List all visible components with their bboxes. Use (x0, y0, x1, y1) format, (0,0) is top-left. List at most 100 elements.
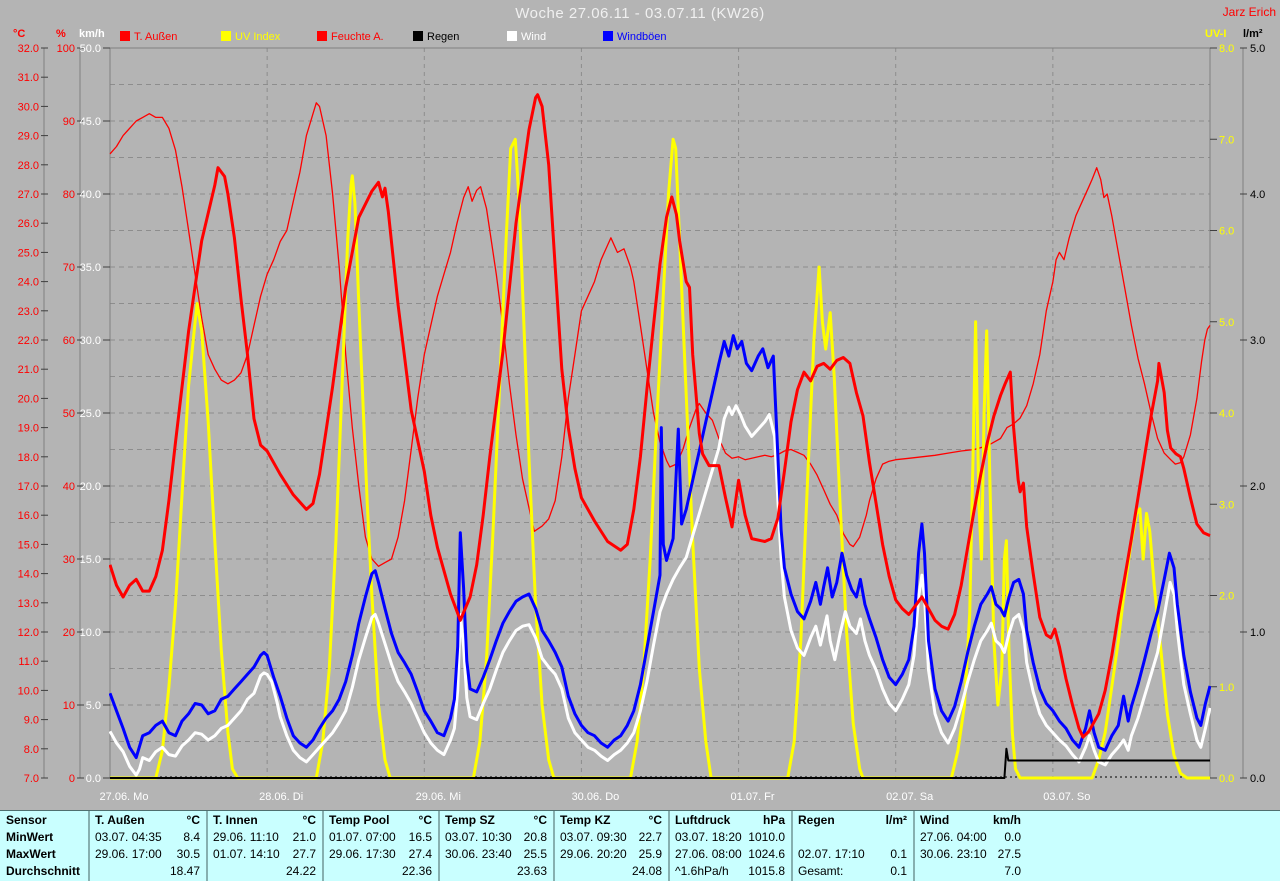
tick-label: 8.0 (24, 744, 39, 756)
tick-label: 9.0 (24, 715, 39, 727)
tick-label: 3.0 (1250, 335, 1265, 347)
legend-swatch (507, 31, 517, 41)
cell-date (324, 863, 402, 880)
cell-value: 20.8 (523, 830, 547, 844)
cell-date: 30.06. 23:40 (445, 847, 512, 861)
x-axis-day-label: 01.07. Fr (731, 791, 775, 803)
tick-label: 17.0 (18, 481, 39, 493)
legend-label: UV Index (235, 31, 281, 43)
tick-label: 0 (69, 773, 75, 785)
series-regen (110, 747, 1210, 779)
column-unit: °C (418, 813, 432, 827)
tick-label: 6.0 (1219, 226, 1234, 238)
tick-label: 21.0 (18, 364, 39, 376)
cell-value: 22.7 (638, 830, 662, 844)
cell-date: ^1.6hPa/h (675, 864, 729, 878)
legend-label: T. Außen (134, 31, 178, 43)
cell-date: 03.07. 04:35 (95, 830, 162, 844)
legend-item-wind: Wind (507, 31, 546, 43)
legend-label: Windböen (617, 31, 667, 43)
tick-label: 10 (63, 700, 75, 712)
cell-value: 24.22 (285, 864, 316, 878)
tick-label: 29.0 (18, 131, 39, 143)
tick-label: 1.0 (1250, 627, 1265, 639)
tick-label: 15.0 (18, 539, 39, 551)
cell-value: 24.08 (631, 864, 662, 878)
cell-date: 30.06. 23:10 (920, 847, 987, 861)
tick-label: 15.0 (80, 554, 101, 566)
tick-label: 22.0 (18, 335, 39, 347)
weekly-weather-chart: 32.0 31.0 30.0 29.0 28.0 27.0 26.0 25.0 24.0 23.0… (18, 43, 1266, 803)
series-wind (109, 404, 1211, 777)
tick-label: 4.0 (1250, 189, 1265, 201)
series-uv-index (110, 137, 1210, 780)
tick-label: 1.0 (1219, 682, 1234, 694)
weather-chart-area: 32.0 31.0 30.0 29.0 28.0 27.0 26.0 25.0 24.0 23.0… (18, 43, 1266, 803)
cell-value: 18.47 (169, 864, 200, 878)
cell-value: 0.1 (890, 864, 907, 878)
column-unit: hPa (762, 813, 785, 827)
tick-label: 2.0 (1219, 591, 1234, 603)
cell-date (915, 863, 1004, 880)
cell-date: 03.07. 18:20 (675, 830, 742, 844)
legend-item-regen: Regen (413, 31, 459, 43)
tick-label: 10.0 (18, 685, 39, 697)
tick-label: 35.0 (80, 262, 101, 274)
tick-label: 100 (57, 43, 75, 55)
legend-swatch (603, 31, 613, 41)
cell-value: 23.63 (516, 864, 547, 878)
cell-date: 03.07. 10:30 (445, 830, 512, 844)
legend-swatch (120, 31, 130, 41)
cell-date: 02.07. 17:10 (798, 847, 865, 861)
table-column-temp-kz: Temp KZ °C 03.07. 09:30 22.7 29.06. 20:20 25.… (553, 811, 668, 881)
tick-label: 7.0 (24, 773, 39, 785)
x-axis-day-label: 02.07. Sa (886, 791, 934, 803)
x-axis-day-label: 28.06. Di (259, 791, 303, 803)
column-unit: °C (186, 813, 200, 827)
cell-value: 1024.6 (748, 847, 785, 861)
column-unit: °C (533, 813, 547, 827)
tick-label: 3.0 (1219, 499, 1234, 511)
cell-date: Gesamt: (798, 864, 844, 878)
cell-value: 25.9 (638, 847, 662, 861)
tick-label: 60 (63, 335, 75, 347)
row-label: Durchschnitt (6, 864, 81, 878)
tick-label: 30.0 (18, 101, 39, 113)
cell-date: 27.06. 08:00 (675, 847, 742, 861)
tick-label: 0.0 (1219, 773, 1234, 785)
cell-date: 01.07. 07:00 (329, 830, 396, 844)
series-t-au-en (109, 93, 1211, 739)
tick-label: 28.0 (18, 160, 39, 172)
cell-value: 30.5 (176, 847, 200, 861)
column-header: Regen (798, 813, 835, 827)
x-axis-day-label: 03.07. So (1043, 791, 1090, 803)
x-axis-day-label: 30.06. Do (572, 791, 620, 803)
column-header: Temp KZ (560, 813, 611, 827)
row-label: MinWert (6, 830, 54, 844)
axis-unit-kmh: km/h (79, 28, 105, 40)
cell-value: 0.0 (1004, 830, 1021, 844)
cell-date: 01.07. 14:10 (213, 847, 280, 861)
column-header: T. Innen (213, 813, 258, 827)
tick-label: 45.0 (80, 116, 101, 128)
tick-label: 0.0 (1250, 773, 1265, 785)
cell-value: 1010.0 (748, 830, 785, 844)
legend-swatch (413, 31, 423, 41)
column-header: Temp SZ (445, 813, 495, 827)
tick-label: 0.0 (86, 773, 101, 785)
tick-label: 7.0 (1219, 134, 1234, 146)
column-header: T. Außen (95, 813, 145, 827)
legend-label: Wind (521, 31, 547, 43)
axis-unit-percent: % (56, 28, 66, 40)
cell-value: 27.7 (292, 847, 316, 861)
cell-date: 29.06. 20:20 (560, 847, 627, 861)
cell-value: 25.5 (523, 847, 547, 861)
tick-label: 13.0 (18, 598, 39, 610)
x-axis-day-label: 27.06. Mo (100, 791, 149, 803)
table-column-temp-sz: Temp SZ °C 03.07. 10:30 20.8 30.06. 23:40 25.… (438, 811, 553, 881)
tick-label: 20 (63, 627, 75, 639)
tick-label: 4.0 (1219, 408, 1234, 420)
tick-label: 30 (63, 554, 75, 566)
tick-label: 5.0 (86, 700, 101, 712)
tick-label: 20.0 (18, 393, 39, 405)
